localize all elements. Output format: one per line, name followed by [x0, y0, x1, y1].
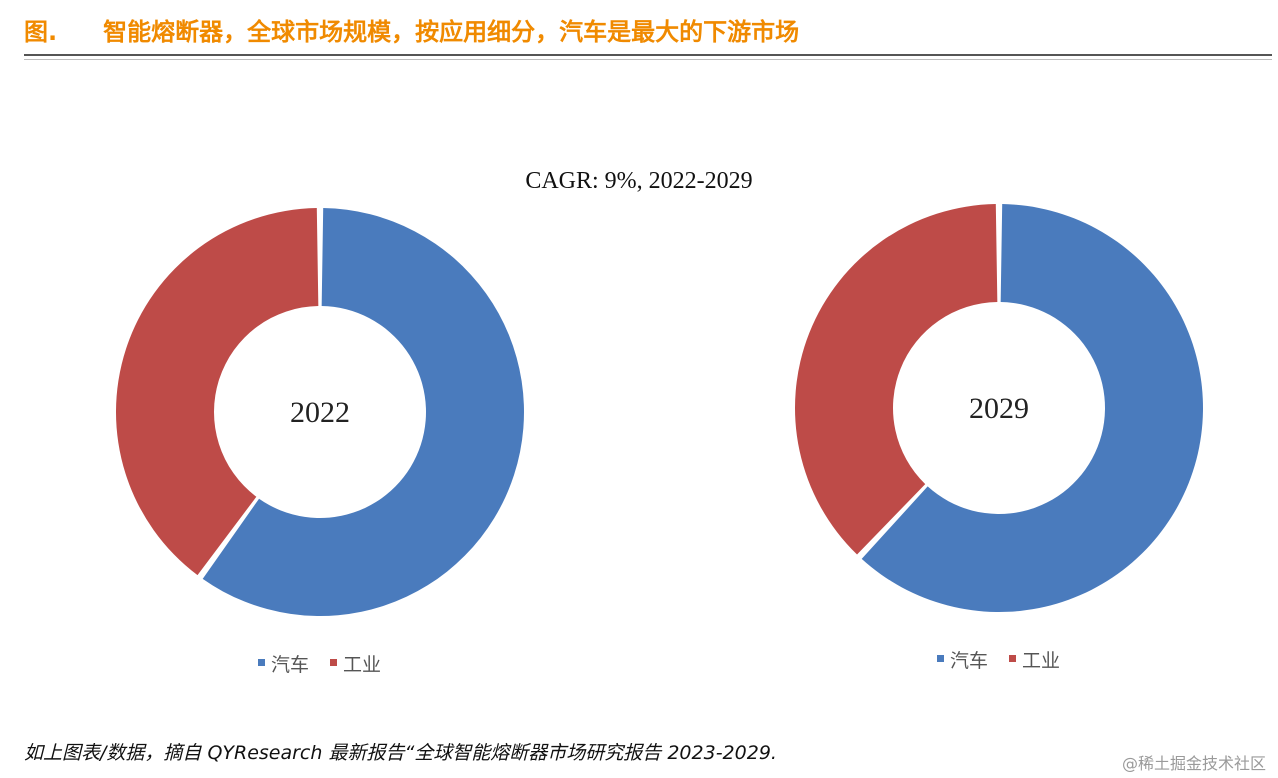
donut-center-label: 2022	[290, 396, 350, 429]
legend-swatch	[937, 655, 944, 662]
chart-subtitle: CAGR: 9%, 2022-2029	[525, 168, 753, 194]
slice-industry	[795, 204, 998, 555]
figure-prefix: 图.	[24, 18, 58, 46]
donut-center-label: 2029	[969, 392, 1029, 425]
legend-label: 工业	[1022, 650, 1060, 672]
title-divider-thin	[24, 59, 1272, 60]
donut-chart-2022: 2022 汽车 工业	[115, 208, 525, 676]
legend-swatch	[330, 659, 337, 666]
figure-title-text: 智能熔断器，全球市场规模，按应用细分，汽车是最大的下游市场	[103, 18, 800, 46]
legend-label: 汽车	[271, 654, 309, 676]
source-note: 如上图表/数据，摘自 QYResearch 最新报告“全球智能熔断器市场研究报告…	[24, 742, 777, 764]
chart-legend: 汽车 工业	[937, 650, 1060, 672]
legend-label: 汽车	[950, 650, 988, 672]
slice-auto	[861, 204, 1203, 613]
figure-title: 图. 智能熔断器，全球市场规模，按应用细分，汽车是最大的下游市场	[24, 12, 799, 47]
legend-swatch	[1009, 655, 1016, 662]
slice-industry	[115, 208, 319, 576]
watermark: @稀土掘金技术社区	[1121, 754, 1266, 773]
legend-swatch	[258, 659, 265, 666]
slice-auto	[202, 208, 525, 617]
legend-label: 工业	[343, 654, 381, 676]
chart-legend: 汽车 工业	[258, 654, 381, 676]
title-divider	[24, 54, 1272, 56]
donut-chart-2029: 2029 汽车 工业	[795, 204, 1203, 672]
